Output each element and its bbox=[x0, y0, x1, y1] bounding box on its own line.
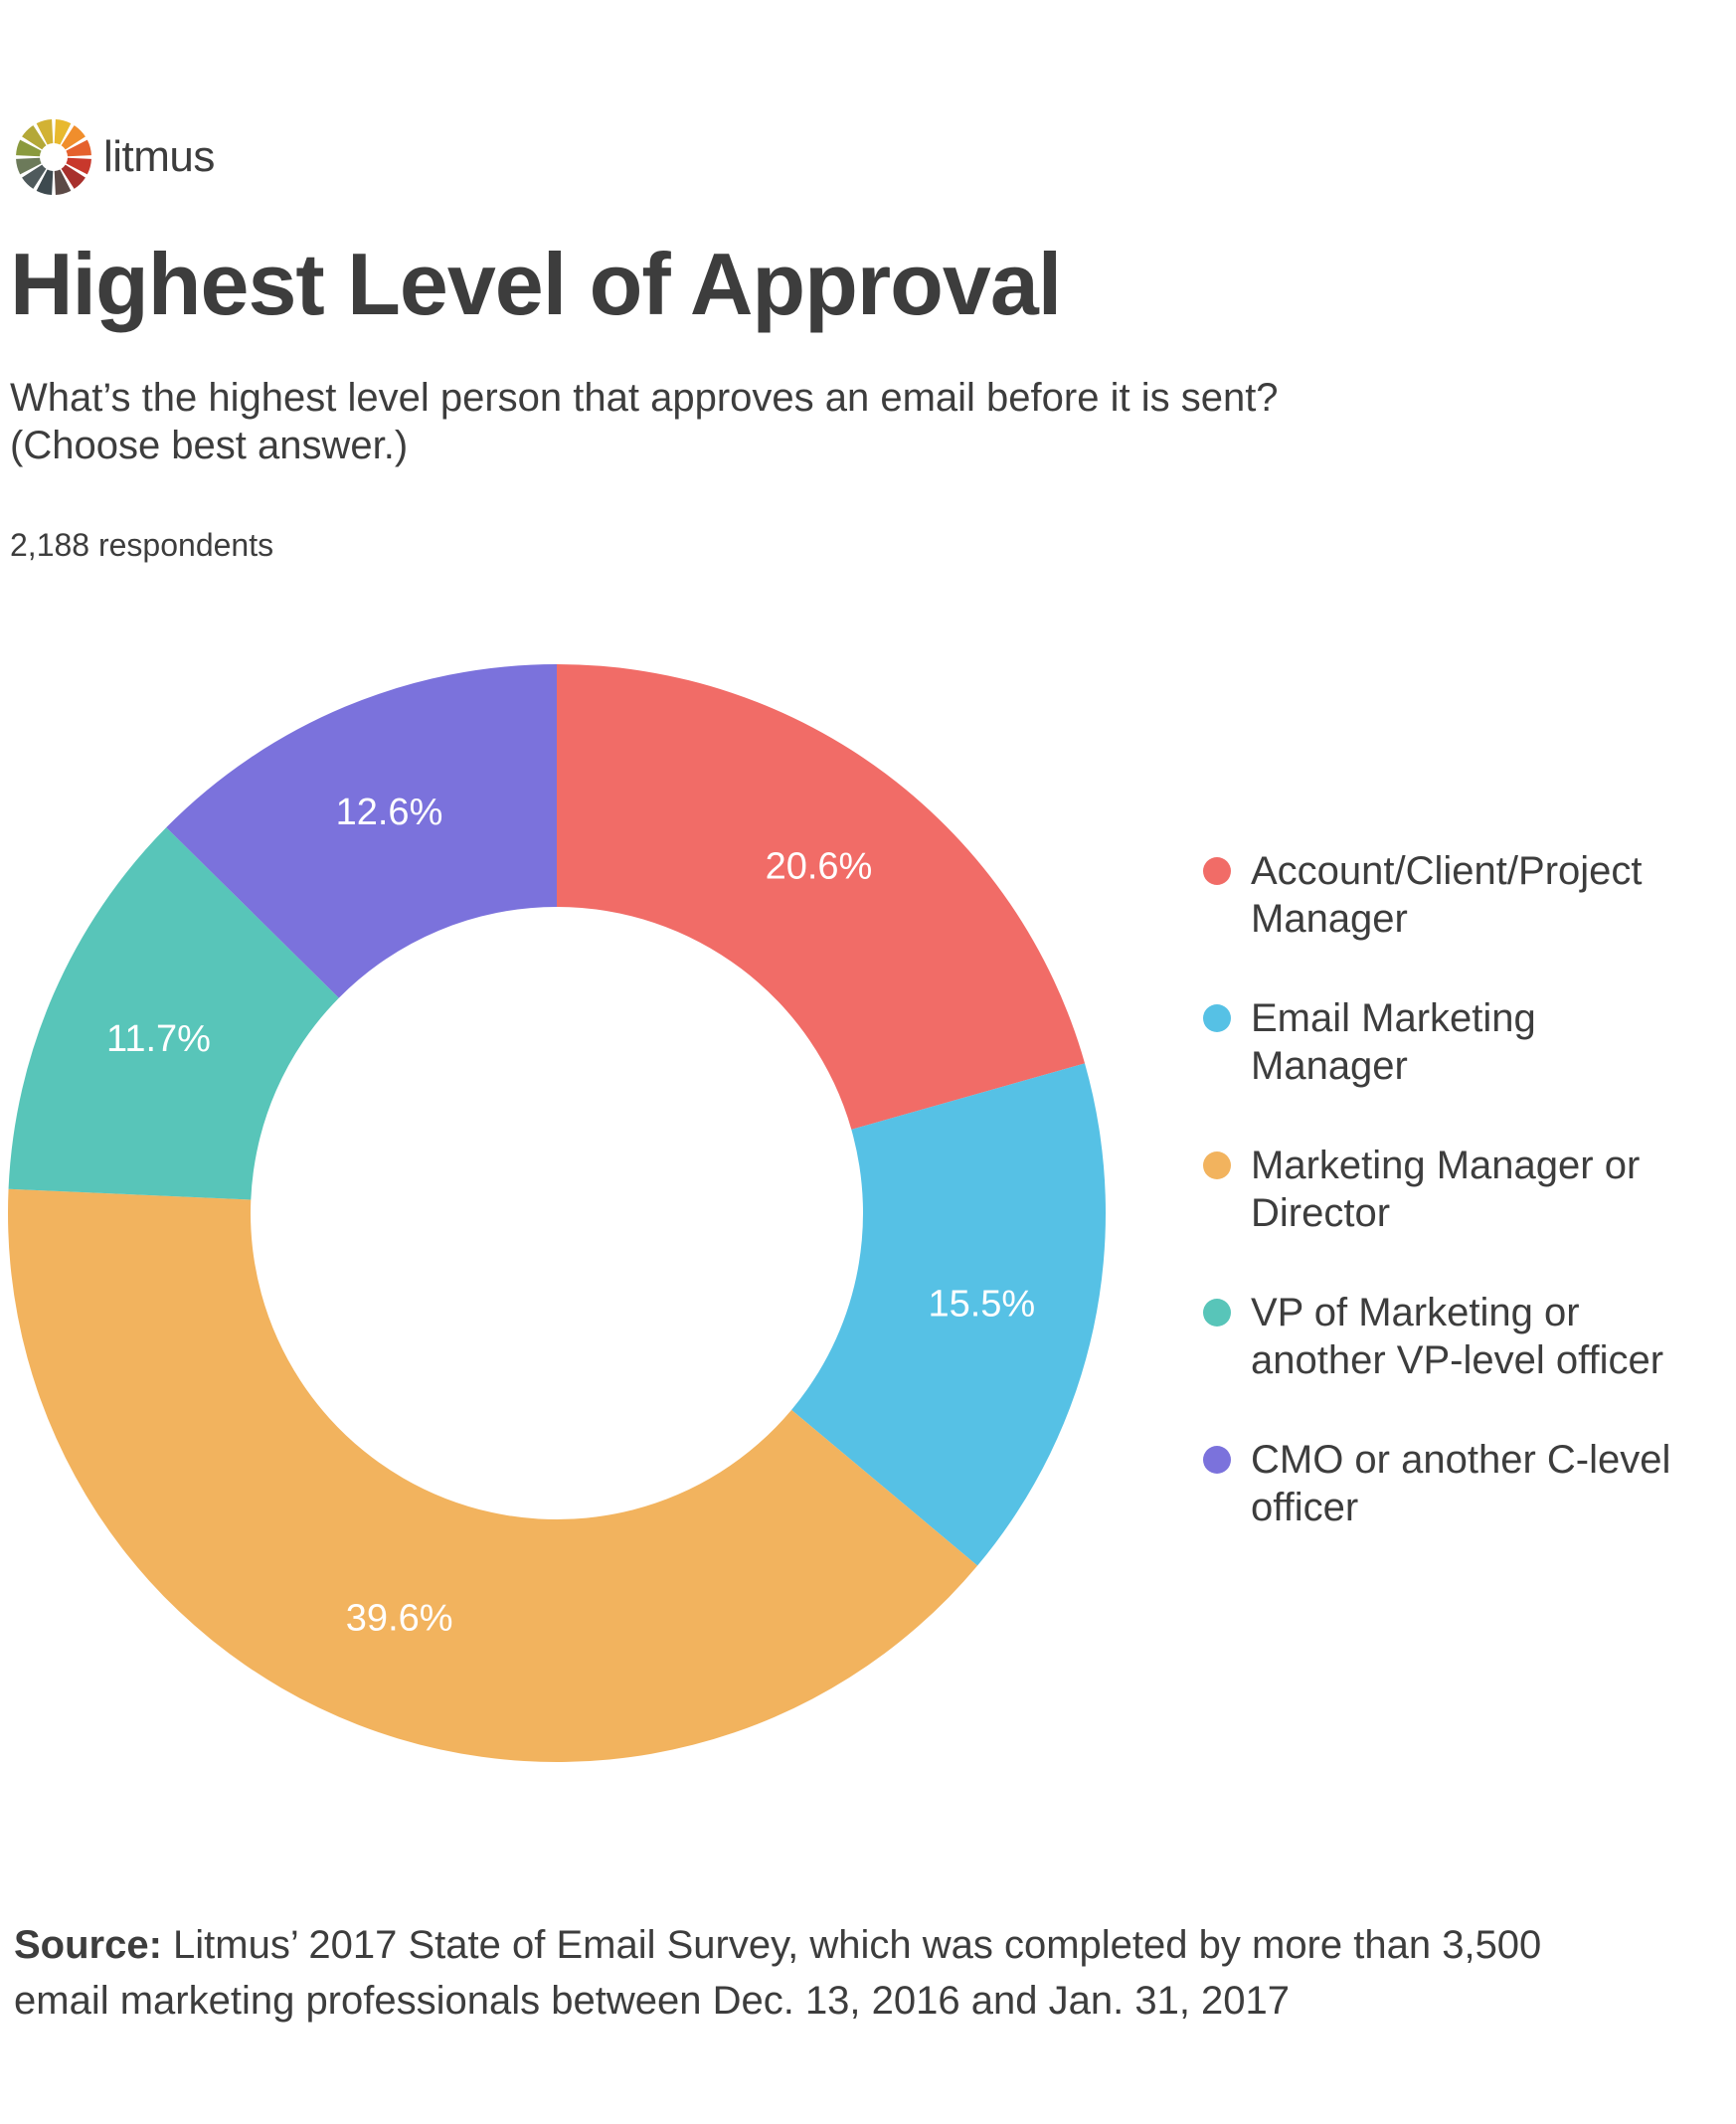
logo-segment bbox=[36, 119, 54, 145]
logo-segment bbox=[54, 169, 72, 195]
source-text-2: email marketing professionals between De… bbox=[14, 1979, 1291, 2023]
donut-slice bbox=[166, 664, 557, 998]
logo-segment bbox=[61, 125, 86, 150]
slice-value-label: 12.6% bbox=[336, 792, 443, 833]
legend-label: CMO or another C-level officer bbox=[1251, 1438, 1671, 1529]
donut-chart: 20.6% 15.5% 39.6% 11.7% 12.6% bbox=[7, 664, 1107, 1762]
subtitle-line-2: (Choose best answer.) bbox=[10, 424, 409, 467]
respondents-count: 2,188 respondents bbox=[10, 527, 274, 563]
litmus-logo-icon bbox=[16, 119, 91, 195]
legend-swatch bbox=[1203, 1151, 1231, 1179]
donut-slice bbox=[7, 1188, 978, 1762]
legend-swatch bbox=[1203, 1446, 1231, 1474]
source-note: Source: Litmus’ 2017 State of Email Surv… bbox=[14, 1917, 1724, 2029]
brand: litmus bbox=[14, 117, 215, 197]
legend-swatch bbox=[1203, 1299, 1231, 1327]
logo-segment bbox=[66, 139, 91, 157]
slice-value-label: 39.6% bbox=[346, 1597, 453, 1639]
source-text: Litmus’ 2017 State of Email Survey, whic… bbox=[161, 1923, 1542, 1967]
logo-segment bbox=[36, 169, 54, 195]
logo-segment bbox=[16, 139, 42, 157]
logo-segment bbox=[16, 157, 42, 175]
legend-label: VP of Marketing or another VP-level offic… bbox=[1251, 1291, 1664, 1382]
legend-swatch bbox=[1203, 1004, 1231, 1032]
slice-value-label: 15.5% bbox=[928, 1283, 1035, 1325]
legend-swatch bbox=[1203, 857, 1231, 885]
legend-label: Account/Client/Project Manager bbox=[1251, 849, 1643, 941]
slice-value-label: 20.6% bbox=[766, 845, 873, 887]
legend-label: Marketing Manager or Director bbox=[1251, 1144, 1641, 1235]
logo-segment bbox=[54, 119, 72, 145]
donut-slice bbox=[8, 827, 339, 1200]
subtitle-line-1: What’s the highest level person that app… bbox=[10, 376, 1279, 420]
source-label: Source: bbox=[14, 1923, 162, 1967]
donut-slice bbox=[791, 1063, 1107, 1566]
legend-label: Email Marketing Manager bbox=[1251, 996, 1536, 1088]
subtitle: What’s the highest level person that app… bbox=[10, 374, 1501, 469]
logo-segment bbox=[22, 125, 47, 150]
logo-segment bbox=[22, 164, 47, 189]
page-title: Highest Level of Approval bbox=[10, 235, 1062, 333]
slice-value-label: 11.7% bbox=[106, 1018, 211, 1060]
logo-segment bbox=[61, 164, 86, 189]
donut-slice bbox=[557, 664, 1086, 1130]
brand-name: litmus bbox=[103, 132, 215, 181]
logo-segment bbox=[66, 157, 91, 175]
